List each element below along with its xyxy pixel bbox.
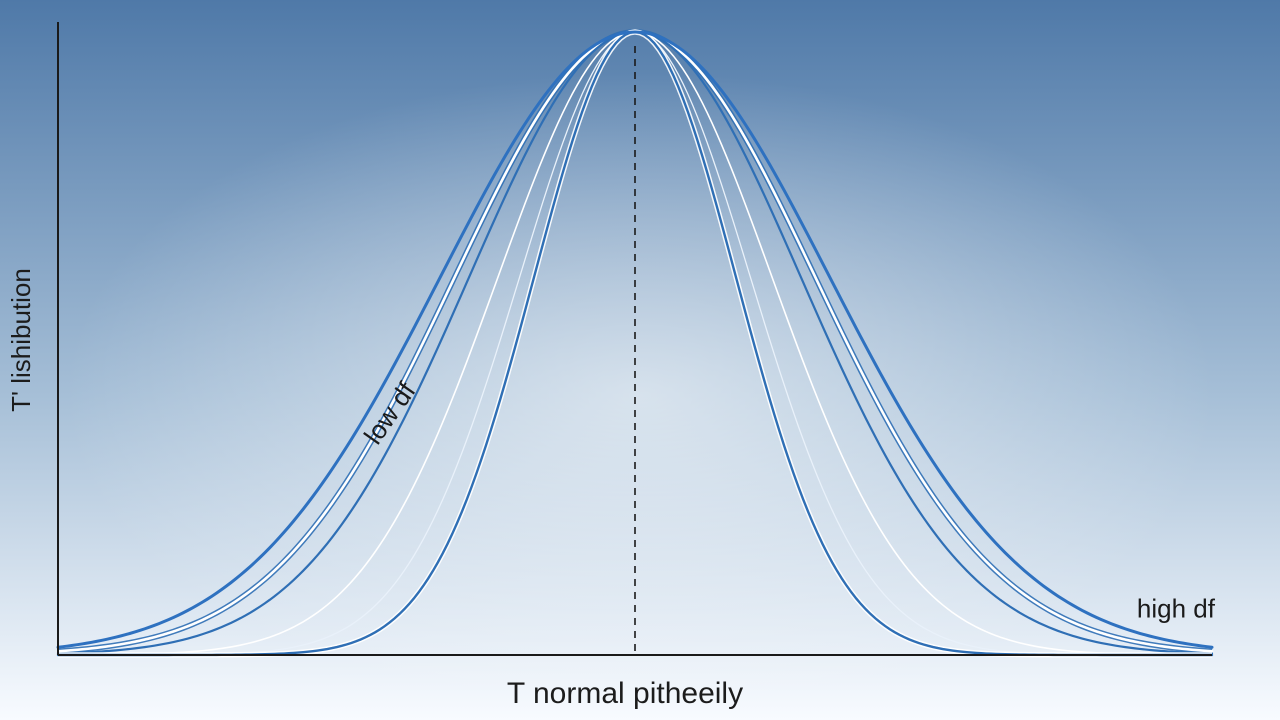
series-line-right-blue-tail bbox=[56, 30, 1214, 649]
y-axis-label: T' lishibution bbox=[6, 268, 36, 412]
annotation-high-df: high df bbox=[1137, 594, 1216, 624]
x-axis-label: T normal pitheeily bbox=[507, 677, 743, 710]
